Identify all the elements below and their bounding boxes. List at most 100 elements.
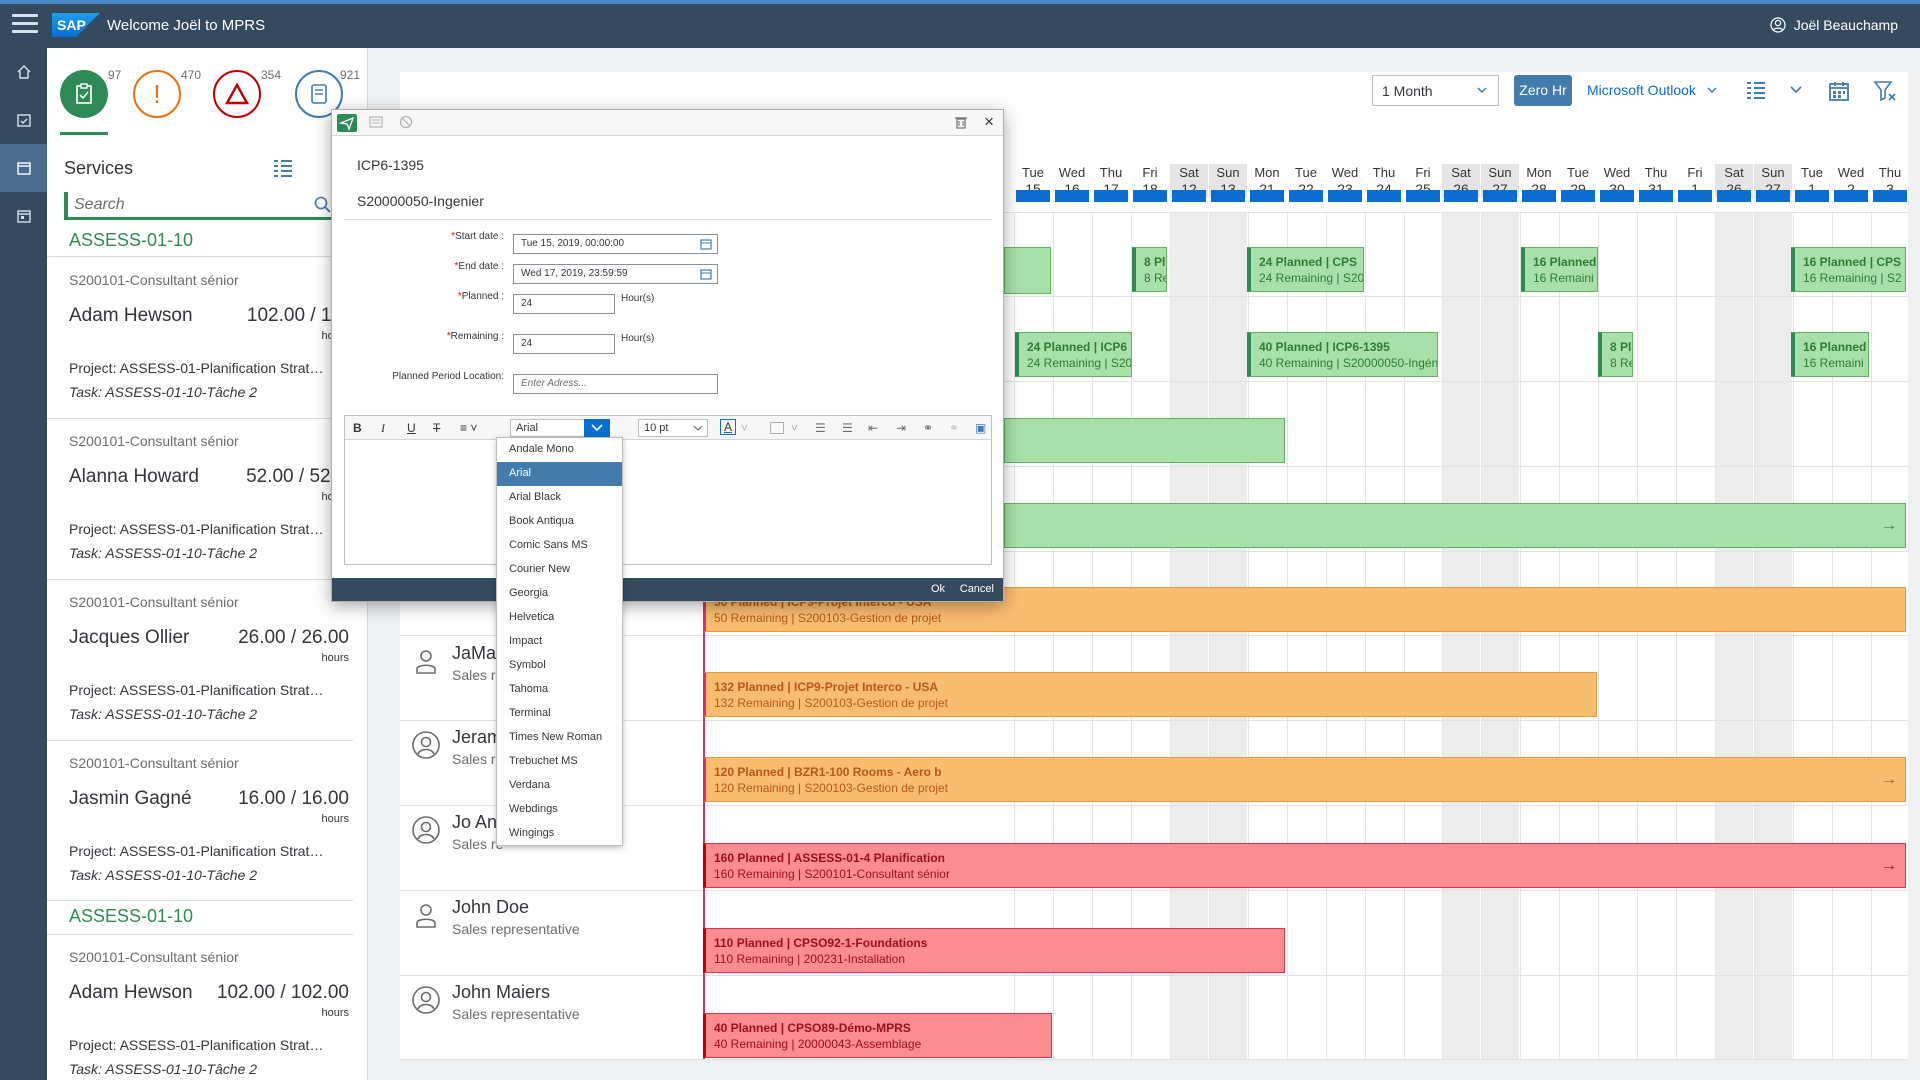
kpi-alerts[interactable]	[213, 70, 261, 118]
cancel-icon[interactable]	[399, 115, 413, 129]
font-option[interactable]: Tahoma	[509, 683, 549, 695]
service-card[interactable]: S200101-Consultant sénior Alanna Howard …	[69, 433, 357, 561]
list-view-icon[interactable]	[1745, 80, 1767, 100]
chevron-down-icon[interactable]	[1789, 84, 1803, 96]
nav-tasks[interactable]	[0, 96, 47, 144]
bold-icon[interactable]: B	[353, 421, 362, 435]
arrow-right-icon[interactable]: →	[1881, 771, 1897, 788]
group-header[interactable]: ASSESS-01-10	[69, 230, 194, 250]
font-option[interactable]: Impact	[509, 635, 543, 647]
cancel-button[interactable]: Cancel	[959, 583, 994, 595]
service-card[interactable]: S200101-Consultant sénior Adam Hewson 10…	[69, 272, 379, 400]
font-option[interactable]: Helvetica	[509, 611, 555, 623]
assignment-bar[interactable]: 24 Planned | CPS 24 Remaining | S20	[1247, 247, 1364, 292]
bullet-list-icon[interactable]: ☰	[815, 421, 826, 435]
assignment-bar[interactable]: 16 Planned | CPS 16 Remaining | S2	[1791, 247, 1906, 292]
location-field[interactable]: Enter Adress...	[513, 374, 718, 394]
kpi-notes[interactable]	[295, 70, 343, 118]
service-card[interactable]: S200101-Consultant sénior Adam Hewson 10…	[69, 949, 349, 1077]
planned-field[interactable]: 24	[513, 294, 615, 314]
outdent-icon[interactable]: ⇤	[868, 421, 879, 435]
calendar-source-select[interactable]: Microsoft Outlook	[1587, 82, 1718, 98]
font-option[interactable]: Wingings	[509, 827, 555, 839]
end-date-field[interactable]: Wed 17, 2019, 23:59:59	[513, 264, 718, 284]
numbered-list-icon[interactable]: ☰	[842, 421, 853, 435]
italic-icon[interactable]: I	[381, 421, 385, 435]
assignment-bar[interactable]: 132 Planned | ICP9-Projet Interco - USA 1…	[703, 672, 1597, 717]
nav-schedule[interactable]	[0, 192, 47, 240]
remaining-field[interactable]: 24	[513, 334, 615, 354]
assignment-bar[interactable]: 16 Planned 16 Remaini	[1521, 247, 1598, 292]
clear-filter-icon[interactable]	[1873, 80, 1897, 102]
list-view-icon[interactable]	[272, 158, 294, 183]
link-icon[interactable]: ⚭	[923, 421, 934, 435]
font-option[interactable]: Courier New	[509, 563, 571, 575]
assignment-bar[interactable]: 8 Pl 8 Re	[1132, 247, 1167, 292]
kpi-approved[interactable]	[60, 70, 108, 118]
arrow-right-icon[interactable]: →	[1881, 517, 1897, 534]
calendar-icon[interactable]	[1828, 80, 1850, 102]
chevron-down-icon[interactable]: ˅	[791, 421, 799, 435]
align-icon[interactable]: ≡ ˅	[460, 421, 478, 435]
image-icon[interactable]: ▣	[975, 421, 987, 435]
zero-hr-button[interactable]: Zero Hr	[1514, 75, 1572, 106]
assignment-bar[interactable]: 24 Planned | ICP6 24 Remaining | S20	[1015, 332, 1132, 377]
period-select[interactable]: 1 Month	[1372, 75, 1499, 106]
highlight-color-icon[interactable]	[770, 422, 784, 434]
send-button[interactable]	[337, 114, 357, 132]
menu-icon[interactable]	[12, 14, 38, 36]
unlink-icon[interactable]: ⚭	[949, 421, 960, 435]
assignment-bar[interactable]: →	[1004, 503, 1906, 548]
font-option[interactable]: Terminal	[509, 707, 551, 719]
assignment-bar[interactable]: 110 Planned | CPSO92-1-Foundations 110 Re…	[703, 928, 1285, 973]
font-option[interactable]: Times New Roman	[509, 731, 603, 743]
underline-icon[interactable]: U	[407, 421, 416, 435]
font-option[interactable]: Verdana	[509, 779, 550, 791]
ok-button[interactable]: Ok	[930, 583, 945, 595]
font-option[interactable]: Andale Mono	[509, 443, 574, 455]
assignment-bar[interactable]: 8 Pl 8 Re	[1598, 332, 1633, 377]
close-icon[interactable]: ×	[984, 112, 994, 131]
user-menu[interactable]: Joël Beauchamp	[1770, 17, 1898, 33]
delete-icon[interactable]	[954, 115, 968, 129]
font-option[interactable]: Arial Black	[509, 491, 561, 503]
calendar-icon[interactable]	[700, 268, 712, 280]
assignment-bar[interactable]: 40 Planned | ICP6-1395 40 Remaining | S20…	[1247, 332, 1438, 377]
font-option[interactable]: Georgia	[509, 587, 549, 599]
font-option[interactable]: Book Antiqua	[509, 515, 574, 527]
row-divider	[400, 635, 1908, 636]
nav-planning[interactable]	[0, 144, 47, 192]
assignment-bar[interactable]: 16 Planned 16 Remaini	[1791, 332, 1869, 377]
chevron-down-icon[interactable]: ˅	[741, 421, 749, 435]
calendar-icon[interactable]	[700, 238, 712, 250]
start-date-field[interactable]: Tue 15, 2019, 00:00:00	[513, 234, 718, 254]
nav-home[interactable]	[0, 48, 47, 96]
assignment-bar[interactable]: 160 Planned | ASSESS-01-4 Planification 1…	[703, 843, 1906, 888]
arrow-right-icon[interactable]: →	[1881, 857, 1897, 874]
day-header: Sat 12	[1170, 164, 1208, 202]
font-size-select[interactable]: 10 pt	[638, 419, 708, 437]
rich-text-editor[interactable]: B I U T ≡ ˅ Arial 10 pt A ˅ ˅ ☰ ☰ ⇤ ⇥ ⚭ …	[344, 415, 992, 565]
notes-icon[interactable]	[369, 115, 383, 129]
chevron-down-icon[interactable]	[584, 419, 610, 437]
font-option[interactable]: Comic Sans MS	[509, 539, 588, 551]
search-icon[interactable]	[314, 196, 332, 214]
font-option[interactable]: Arial	[497, 462, 622, 486]
search-input[interactable]: Search	[64, 192, 334, 220]
kpi-issues[interactable]: !	[133, 70, 181, 118]
assignment-bar[interactable]: 40 Planned | CPSO89-Démo-MPRS 40 Remainin…	[703, 1013, 1052, 1058]
assignment-bar[interactable]	[1004, 418, 1285, 463]
strikethrough-icon[interactable]: T	[433, 421, 441, 435]
indent-icon[interactable]: ⇥	[896, 421, 907, 435]
assignment-bar[interactable]	[1004, 247, 1051, 294]
service-card[interactable]: S200101-Consultant sénior Jacques Ollier…	[69, 594, 349, 722]
font-option[interactable]: Trebuchet MS	[509, 755, 578, 767]
group-header[interactable]: ASSESS-01-10	[69, 906, 194, 926]
text-color-icon[interactable]: A	[720, 419, 737, 435]
day-underline	[1756, 190, 1790, 202]
font-family-select[interactable]: Arial	[510, 419, 610, 437]
service-card[interactable]: S200101-Consultant sénior Jasmin Gagné 1…	[69, 755, 349, 883]
font-option[interactable]: Webdings	[509, 803, 558, 815]
font-option[interactable]: Symbol	[509, 659, 546, 671]
assignment-bar[interactable]: 120 Planned | BZR1-100 Rooms - Aero b 120…	[703, 757, 1906, 802]
